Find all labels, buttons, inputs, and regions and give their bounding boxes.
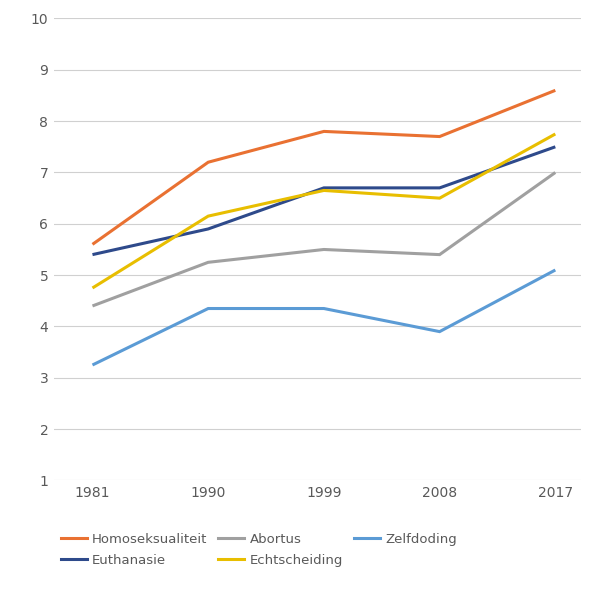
Legend: Homoseksualiteit, Euthanasie, Abortus, Echtscheiding, Zelfdoding, : Homoseksualiteit, Euthanasie, Abortus, E… — [60, 533, 457, 567]
